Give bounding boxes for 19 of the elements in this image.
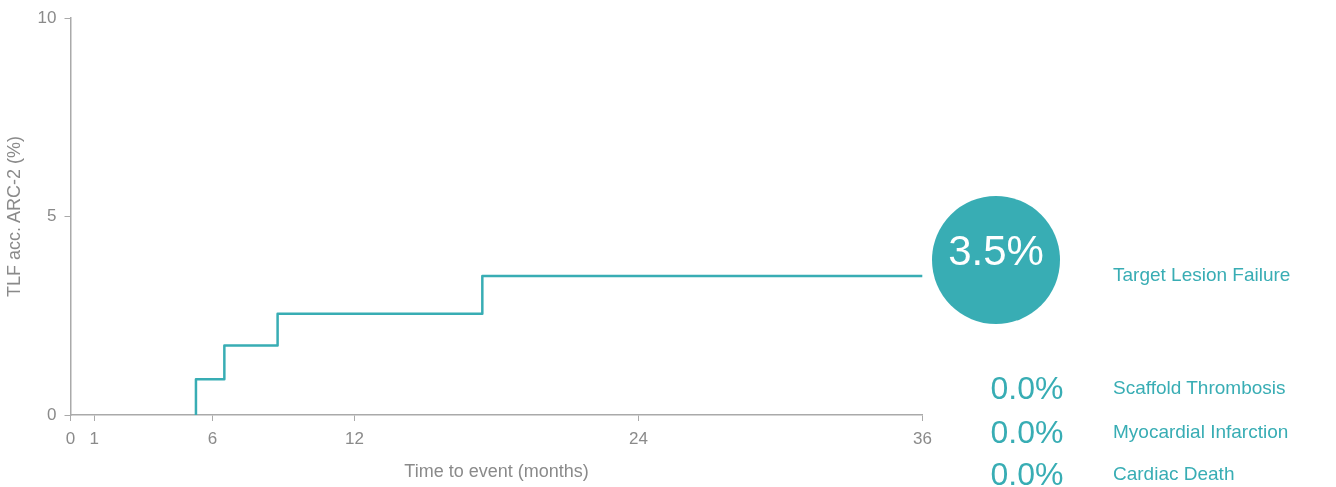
x-axis-title: Time to event (months): [404, 461, 589, 482]
x-tick-label: 6: [207, 428, 218, 448]
y-tick-label: 0: [47, 404, 57, 424]
x-tick-label: 36: [913, 428, 933, 448]
text: 0.0%: [989, 456, 1065, 487]
text: Scaffold Thrombosis: [1113, 376, 1286, 400]
y-tick-label: 5: [47, 206, 57, 226]
text: 0.0%: [989, 370, 1065, 406]
text: 3.5%: [947, 227, 1045, 274]
x-tick-label: 1: [89, 428, 99, 448]
y-tick-label: 10: [37, 7, 57, 27]
x-tick-label: 12: [345, 428, 364, 448]
text: Myocardial Infarction: [1113, 420, 1289, 444]
x-tick-label: 24: [629, 428, 648, 448]
text: Cardiac Death: [1113, 462, 1235, 486]
text: 0.0%: [989, 414, 1065, 450]
text: Target Lesion Failure: [1113, 263, 1291, 287]
y-axis-title: TLF acc. ARC-2 (%): [3, 136, 24, 298]
x-tick-label: 0: [65, 428, 76, 448]
